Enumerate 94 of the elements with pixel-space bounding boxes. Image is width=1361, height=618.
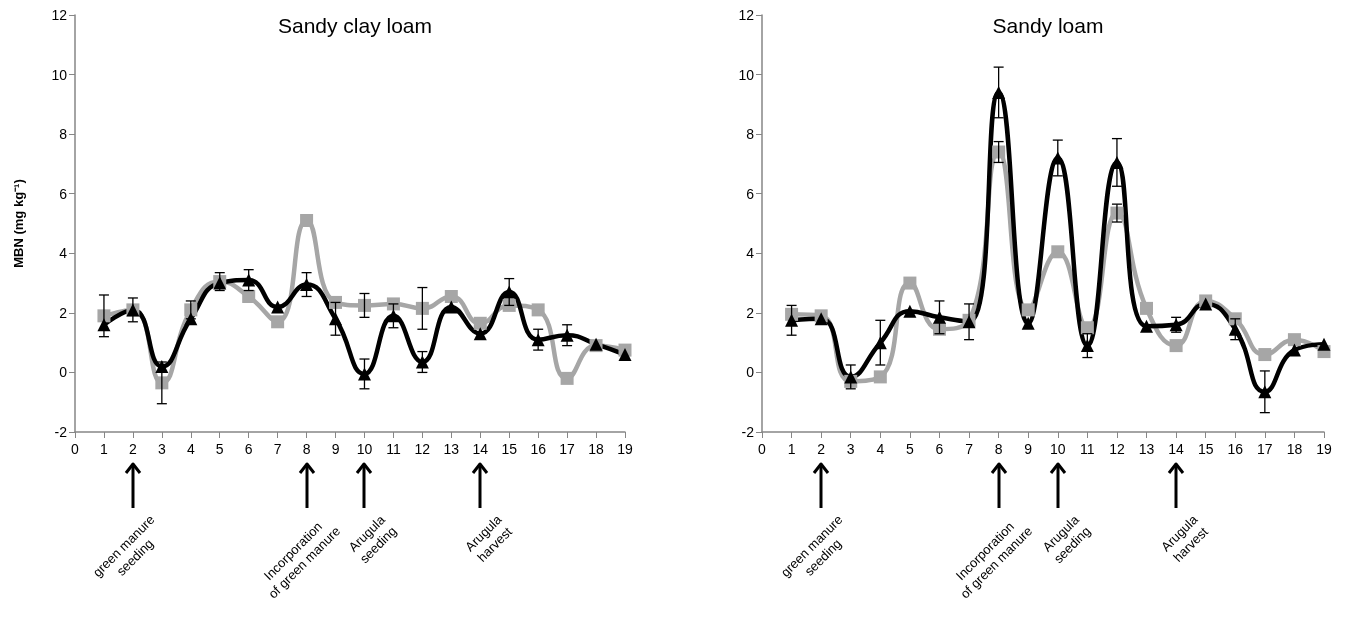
x-tick-label: 7	[965, 441, 974, 457]
x-tick-label: 18	[588, 441, 605, 457]
point	[618, 348, 632, 362]
point	[903, 304, 917, 318]
x-tick-label: 14	[1168, 441, 1185, 457]
x-tick-label: 15	[1197, 441, 1214, 457]
y-tick-label: 6	[59, 185, 68, 202]
point	[1258, 348, 1272, 362]
point	[531, 303, 545, 317]
x-tick-label: 13	[443, 441, 460, 457]
x-tick-label: 13	[1138, 441, 1155, 457]
x-tick-label: 16	[530, 441, 547, 457]
x-tick-label: 7	[273, 441, 282, 457]
x-tick-label: 10	[356, 441, 373, 457]
point	[155, 376, 169, 390]
x-tick-label: 4	[186, 441, 195, 457]
x-tick-label: 17	[559, 441, 576, 457]
x-tick-label: 12	[1109, 441, 1125, 457]
point	[1287, 333, 1301, 347]
point	[444, 289, 458, 303]
y-tick-label: 12	[738, 7, 755, 23]
y-tick-label: 4	[59, 245, 68, 262]
point	[473, 316, 487, 330]
x-tick-label: 9	[1024, 441, 1033, 457]
y-tick-label: 6	[746, 185, 755, 202]
point	[271, 300, 285, 314]
point	[1021, 303, 1035, 317]
y-tick-label: -2	[54, 424, 68, 440]
x-tick-label: 8	[994, 441, 1003, 457]
x-tick-label: 0	[758, 441, 767, 457]
point	[873, 370, 887, 384]
point	[1287, 343, 1301, 357]
point	[415, 301, 429, 315]
x-tick-label: 3	[846, 441, 855, 457]
point	[300, 214, 314, 228]
y-tick-label: 8	[746, 126, 755, 143]
x-tick-label: 19	[617, 441, 633, 457]
x-tick-label: 9	[331, 441, 340, 457]
y-tick-label: 0	[59, 364, 68, 381]
point	[502, 285, 516, 299]
y-tick-label: 12	[51, 7, 68, 23]
y-tick-label: 0	[746, 364, 755, 381]
point	[1080, 321, 1094, 335]
x-tick-label: 0	[71, 441, 80, 457]
chart-title: Sandy clay loam	[277, 14, 433, 37]
point	[560, 371, 574, 385]
x-tick-label: 1	[100, 441, 109, 457]
x-tick-label: 2	[817, 441, 826, 457]
point	[992, 145, 1006, 159]
x-tick-label: 3	[157, 441, 166, 457]
point	[242, 289, 256, 303]
point	[242, 273, 256, 287]
point	[1021, 316, 1035, 330]
point	[473, 327, 487, 341]
x-tick-label: 2	[129, 441, 137, 457]
x-tick-label: 6	[244, 441, 253, 457]
x-tick-label: 8	[302, 441, 311, 457]
x-tick-label: 6	[935, 441, 944, 457]
y-tick-label: 10	[738, 66, 755, 83]
y-tick-label: 2	[746, 304, 755, 321]
x-tick-label: 10	[1050, 441, 1066, 457]
chart-title: Sandy loam	[992, 14, 1104, 37]
point	[1317, 337, 1331, 351]
point	[1228, 322, 1242, 336]
point	[271, 315, 285, 329]
point	[1140, 319, 1154, 333]
y-tick-label: 8	[59, 126, 68, 143]
point	[1051, 245, 1065, 259]
point	[329, 295, 343, 309]
x-tick-label: 17	[1257, 441, 1273, 457]
x-tick-label: 16	[1227, 441, 1244, 457]
point	[502, 298, 516, 312]
y-tick-label: 2	[59, 304, 68, 321]
x-tick-label: 12	[414, 441, 431, 457]
x-tick-label: 11	[386, 441, 401, 457]
y-tick-label: 10	[51, 66, 68, 83]
y-tick-label: 4	[746, 245, 755, 262]
point	[357, 298, 371, 312]
x-tick-label: 18	[1286, 441, 1303, 457]
point	[1140, 301, 1154, 315]
x-tick-label: 1	[787, 441, 796, 457]
point	[1169, 339, 1183, 353]
x-tick-label: 14	[472, 441, 489, 457]
y-axis-title: MBN (mg kg⁻¹)	[11, 179, 26, 268]
point	[415, 355, 429, 369]
point	[903, 276, 917, 290]
x-tick-label: 19	[1316, 441, 1332, 457]
point	[444, 300, 458, 314]
y-tick-label: -2	[741, 424, 755, 440]
x-tick-label: 4	[876, 441, 885, 457]
x-tick-label: 5	[215, 441, 224, 457]
x-tick-label: 11	[1080, 441, 1095, 457]
x-tick-label: 5	[906, 441, 914, 457]
x-tick-label: 15	[501, 441, 518, 457]
